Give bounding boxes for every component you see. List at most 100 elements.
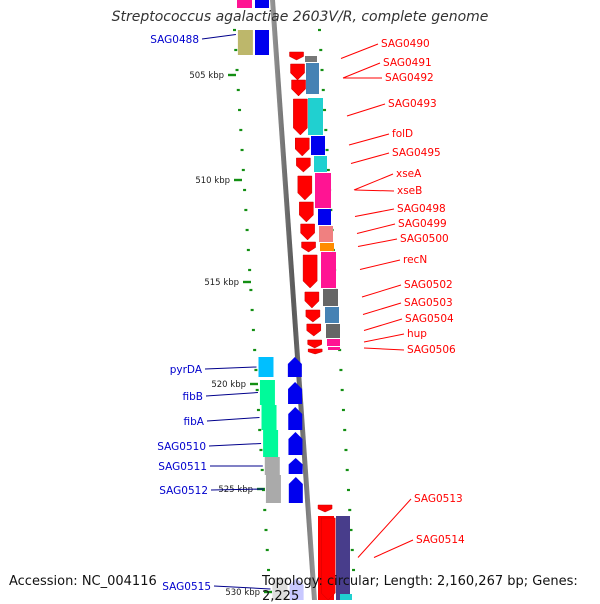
label-leader	[208, 443, 262, 447]
gene-block	[328, 347, 340, 350]
label-leader	[361, 284, 402, 298]
reverse-strand-arrow	[304, 291, 320, 309]
gene-block	[255, 0, 269, 8]
label-leader	[340, 43, 379, 59]
gene-label: SAG0493	[388, 98, 437, 110]
gene-label: pyrDA	[170, 364, 203, 376]
gene-block	[325, 307, 339, 323]
label-leader	[353, 173, 394, 191]
reverse-strand-arrow	[290, 63, 305, 81]
gene-block	[323, 289, 338, 306]
gene-label: SAG0511	[158, 461, 207, 473]
label-leader	[354, 208, 395, 217]
label-leader	[210, 488, 264, 491]
gene-block	[255, 30, 269, 55]
gene-label: SAG0515	[162, 581, 211, 593]
label-leader	[359, 259, 401, 270]
gene-block	[237, 30, 253, 55]
reverse-strand-arrow	[307, 348, 323, 355]
gene-label: SAG0512	[159, 485, 208, 497]
reverse-strand-arrow	[302, 254, 318, 289]
gene-label: SAG0502	[404, 279, 453, 291]
reverse-strand-arrow	[289, 51, 304, 61]
label-leader	[204, 366, 257, 370]
label-leader	[205, 392, 258, 397]
reverse-strand-arrow	[291, 79, 306, 97]
ruler-label: 520 kbp	[211, 380, 246, 390]
reverse-strand-arrow	[293, 98, 308, 136]
forward-strand-arrow	[288, 458, 303, 474]
gene-block	[305, 56, 317, 62]
gene-block	[321, 252, 336, 288]
label-leader	[201, 34, 236, 40]
gene-features	[237, 0, 352, 600]
label-leader	[346, 103, 386, 117]
gene-label: SAG0492	[385, 72, 434, 84]
gene-block	[264, 457, 280, 475]
gene-label: SAG0504	[405, 313, 454, 325]
reverse-strand-arrow	[299, 201, 314, 223]
gene-block	[272, 578, 288, 600]
reverse-strand-arrow	[295, 137, 310, 157]
label-leader	[362, 302, 402, 315]
gene-block	[308, 98, 323, 135]
reverse-strand-arrow	[305, 309, 321, 323]
genome-title: Streptococcus agalactiae 2603V/R, comple…	[111, 9, 489, 25]
gene-block	[316, 173, 331, 208]
gene-block	[319, 226, 333, 242]
reverse-strand-arrow	[300, 223, 315, 241]
gene-label: SAG0513	[414, 493, 463, 505]
gene-label: SAG0500	[400, 233, 449, 245]
gene-label: SAG0490	[381, 38, 430, 50]
gene-label: SAG0510	[157, 441, 206, 453]
label-leader	[350, 152, 390, 164]
gene-label: folD	[392, 128, 413, 140]
ruler-label: 505 kbp	[189, 71, 224, 81]
gene-block	[265, 475, 281, 503]
gene-label: SAG0506	[407, 344, 456, 356]
gene-block	[314, 156, 327, 172]
label-leader	[356, 223, 396, 234]
reverse-strand-arrow	[296, 157, 311, 173]
label-leader	[363, 347, 405, 351]
gene-label: SAG0499	[398, 218, 447, 230]
gene-block	[327, 339, 340, 346]
gene-label: SAG0514	[416, 534, 465, 546]
gene-label: recN	[403, 254, 427, 266]
backbone	[270, 0, 317, 600]
reverse-strand-arrow	[320, 517, 336, 600]
gene-label: SAG0491	[383, 57, 432, 69]
gene-block	[340, 594, 352, 600]
gene-block	[306, 63, 319, 94]
label-leader	[373, 539, 414, 558]
label-leader	[357, 238, 398, 247]
ruler-label: 515 kbp	[204, 278, 239, 288]
ruler-label: 510 kbp	[195, 176, 230, 186]
label-leader	[213, 585, 271, 590]
reverse-strand-arrow	[297, 175, 313, 201]
gene-block	[311, 136, 325, 155]
reverse-strand-arrow	[307, 339, 322, 349]
gene-label: hup	[407, 328, 427, 340]
label-leader	[342, 62, 381, 79]
label-leader	[357, 498, 412, 558]
gene-block	[320, 243, 334, 251]
gene-block	[326, 324, 340, 338]
accession-text: Accession: NC_004116	[9, 574, 157, 589]
forward-strand-arrow	[288, 407, 303, 430]
gene-label: fibB	[183, 391, 203, 403]
reverse-strand-arrow	[301, 241, 316, 253]
forward-strand-arrow	[288, 477, 303, 503]
gene-label: SAG0488	[150, 34, 199, 46]
forward-strand-arrow	[288, 382, 303, 404]
label-leader	[363, 318, 403, 331]
forward-strand-arrow	[288, 432, 303, 455]
gene-block	[318, 209, 331, 225]
gene-block	[237, 0, 252, 8]
gene-block	[261, 405, 277, 430]
gene-label: SAG0498	[397, 203, 446, 215]
gene-block	[336, 516, 350, 600]
label-leader	[348, 133, 390, 146]
gene-label: fibA	[184, 416, 205, 428]
